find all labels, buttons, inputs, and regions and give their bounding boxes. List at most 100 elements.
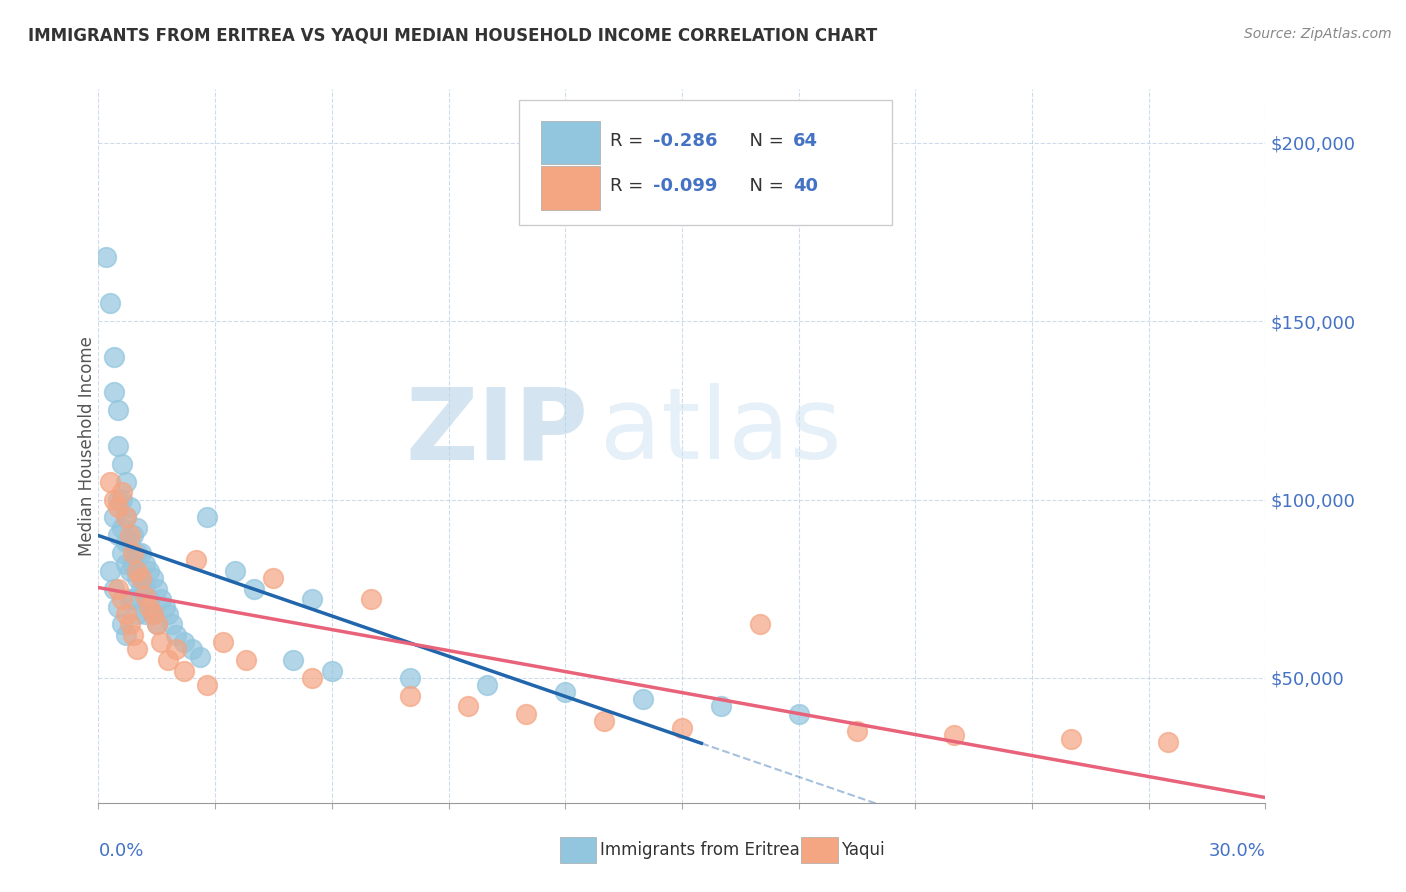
Point	[593, 714, 616, 728]
Point	[98, 564, 121, 578]
Point	[118, 564, 141, 578]
Point	[111, 457, 134, 471]
Point	[127, 564, 149, 578]
Point	[173, 664, 195, 678]
Point	[515, 706, 537, 721]
Point	[195, 678, 218, 692]
Point	[103, 492, 125, 507]
Text: IMMIGRANTS FROM ERITREA VS YAQUI MEDIAN HOUSEHOLD INCOME CORRELATION CHART: IMMIGRANTS FROM ERITREA VS YAQUI MEDIAN …	[28, 27, 877, 45]
Text: 40: 40	[793, 178, 818, 195]
Point	[111, 592, 134, 607]
Point	[107, 439, 129, 453]
Point	[107, 599, 129, 614]
Point	[114, 557, 136, 571]
Point	[98, 296, 121, 310]
Point	[122, 546, 145, 560]
Point	[943, 728, 966, 742]
Point	[787, 706, 810, 721]
Point	[127, 571, 149, 585]
Point	[1060, 731, 1083, 746]
Point	[195, 510, 218, 524]
FancyBboxPatch shape	[541, 120, 600, 164]
Point	[118, 617, 141, 632]
Text: 64: 64	[793, 132, 818, 150]
Point	[114, 607, 136, 621]
Point	[146, 617, 169, 632]
Point	[114, 475, 136, 489]
Point	[710, 699, 733, 714]
Point	[554, 685, 576, 699]
Point	[114, 510, 136, 524]
Point	[360, 592, 382, 607]
Point	[142, 607, 165, 621]
Point	[138, 599, 160, 614]
Point	[301, 592, 323, 607]
Point	[96, 250, 118, 264]
Point	[262, 571, 284, 585]
Point	[165, 642, 187, 657]
Point	[138, 564, 160, 578]
Point	[142, 607, 165, 621]
Point	[142, 571, 165, 585]
Point	[134, 589, 156, 603]
Y-axis label: Median Household Income: Median Household Income	[79, 336, 96, 556]
Point	[321, 664, 343, 678]
Point	[1157, 735, 1180, 749]
Text: N =: N =	[738, 132, 789, 150]
Point	[122, 628, 145, 642]
Point	[398, 689, 420, 703]
Point	[118, 592, 141, 607]
Point	[111, 546, 134, 560]
Point	[127, 607, 149, 621]
Point	[129, 546, 152, 560]
Point	[107, 492, 129, 507]
Point	[146, 617, 169, 632]
Point	[122, 557, 145, 571]
Point	[162, 617, 184, 632]
Point	[188, 649, 211, 664]
Point	[122, 592, 145, 607]
Point	[477, 678, 499, 692]
Text: Yaqui: Yaqui	[841, 841, 884, 859]
Point	[98, 475, 121, 489]
Text: 30.0%: 30.0%	[1209, 842, 1265, 860]
Point	[134, 607, 156, 621]
Point	[103, 510, 125, 524]
Text: Immigrants from Eritrea: Immigrants from Eritrea	[600, 841, 800, 859]
Point	[157, 653, 180, 667]
Point	[107, 582, 129, 596]
Point	[212, 635, 235, 649]
Point	[281, 653, 304, 667]
Point	[107, 500, 129, 514]
Point	[149, 635, 172, 649]
FancyBboxPatch shape	[519, 100, 891, 225]
Point	[671, 721, 693, 735]
Text: R =: R =	[610, 178, 648, 195]
Point	[235, 653, 257, 667]
Point	[127, 521, 149, 535]
Point	[398, 671, 420, 685]
Point	[146, 582, 169, 596]
Point	[118, 500, 141, 514]
Point	[138, 592, 160, 607]
Point	[118, 528, 141, 542]
Point	[103, 350, 125, 364]
Point	[157, 607, 180, 621]
Point	[111, 617, 134, 632]
Text: R =: R =	[610, 132, 648, 150]
Point	[134, 557, 156, 571]
Point	[301, 671, 323, 685]
Point	[845, 724, 868, 739]
FancyBboxPatch shape	[541, 166, 600, 210]
Text: ZIP: ZIP	[406, 384, 589, 480]
Point	[103, 385, 125, 400]
Point	[129, 571, 152, 585]
Text: N =: N =	[738, 178, 789, 195]
Point	[127, 546, 149, 560]
Point	[631, 692, 654, 706]
Text: atlas: atlas	[600, 384, 842, 480]
Point	[243, 582, 266, 596]
Point	[114, 535, 136, 549]
Point	[173, 635, 195, 649]
Point	[103, 582, 125, 596]
